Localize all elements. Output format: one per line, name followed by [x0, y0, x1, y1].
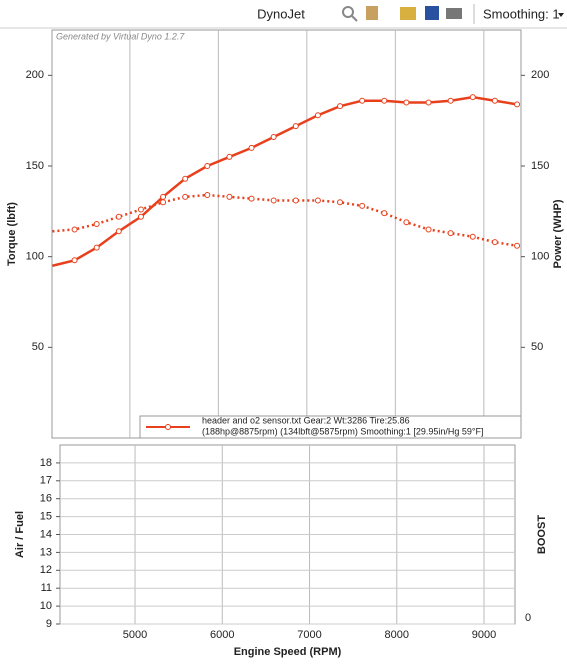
y-tick-label: 11	[41, 582, 52, 594]
data-point	[160, 199, 167, 206]
data-point	[314, 197, 321, 204]
y2-tick-label: 150	[531, 160, 549, 172]
y-tick-label: 150	[26, 160, 44, 172]
y-tick-label: 9	[46, 618, 52, 630]
dropdown-arrow[interactable]	[558, 13, 564, 17]
series-line	[52, 95, 518, 267]
legend-label: header and o2 sensor.txt Gear:2 Wt:3286 …	[202, 415, 410, 425]
y-axis-label: Torque (lbft)	[6, 202, 18, 266]
y2-tick-label: 0	[525, 612, 531, 624]
data-point	[514, 242, 521, 249]
data-point	[447, 230, 454, 237]
data-point	[337, 103, 344, 110]
y-tick-label: 200	[26, 69, 44, 81]
data-point	[93, 221, 100, 228]
data-point	[270, 133, 277, 140]
smoothing-dropdown[interactable]: Smoothing: 1	[483, 6, 560, 21]
y2-axis-label: BOOST	[536, 515, 548, 554]
data-point	[226, 193, 233, 200]
data-point	[491, 239, 498, 246]
x-axis-label: Engine Speed (RPM)	[234, 646, 342, 658]
y2-axis-label: Power (WHP)	[552, 199, 564, 268]
toolbar	[0, 0, 567, 28]
data-point	[248, 144, 255, 151]
x-tick-label: 9000	[472, 629, 496, 641]
data-point	[292, 123, 299, 130]
data-point	[204, 163, 211, 169]
y-axis-label: Air / Fuel	[14, 511, 26, 558]
y-tick-label: 18	[40, 457, 52, 469]
y-tick-label: 14	[40, 528, 52, 540]
data-point	[447, 97, 454, 104]
y-tick-label: 50	[32, 341, 44, 353]
data-point	[425, 226, 432, 233]
x-tick-label: 8000	[385, 629, 409, 641]
series-line	[52, 193, 518, 248]
data-point	[182, 193, 189, 200]
y-tick-label: 12	[40, 564, 52, 576]
data-point	[491, 97, 498, 104]
data-point	[425, 99, 432, 106]
data-point	[469, 233, 476, 240]
y2-tick-label: 50	[531, 341, 543, 353]
legend-marker	[165, 424, 171, 430]
data-point	[359, 97, 366, 104]
y-tick-label: 100	[26, 251, 44, 263]
data-point	[182, 175, 189, 182]
data-point	[137, 206, 144, 213]
data-point	[359, 202, 366, 209]
y2-tick-label: 200	[531, 69, 549, 81]
data-point	[71, 226, 78, 233]
annotation: Generated by Virtual Dyno 1.2.7	[56, 31, 185, 41]
data-point	[337, 199, 344, 206]
data-point	[137, 213, 144, 220]
data-point	[226, 153, 233, 160]
data-point	[270, 197, 277, 204]
data-point	[403, 99, 410, 106]
legend-box	[139, 415, 522, 439]
y2-tick-label: 100	[531, 251, 549, 263]
x-tick-label: 6000	[210, 629, 234, 641]
data-point	[381, 97, 388, 104]
data-point	[93, 244, 100, 251]
data-point	[514, 101, 521, 108]
x-tick-label: 5000	[123, 629, 147, 641]
data-point	[115, 228, 122, 235]
data-point	[248, 195, 255, 202]
data-point	[71, 257, 78, 264]
y-tick-label: 17	[40, 475, 52, 487]
y-tick-label: 15	[40, 511, 52, 523]
data-point	[204, 192, 211, 199]
window-title: DynoJet	[257, 6, 305, 21]
data-point	[160, 193, 167, 200]
y-tick-label: 10	[40, 600, 52, 612]
y-tick-label: 16	[40, 493, 52, 505]
data-point	[292, 197, 299, 204]
toolbar-icons[interactable]	[342, 4, 475, 24]
x-tick-label: 7000	[297, 629, 321, 641]
legend-details: (188hp@8875rpm) (134lbft@5875rpm) Smooth…	[202, 426, 484, 436]
data-point	[314, 112, 321, 119]
data-point	[403, 219, 410, 226]
data-point	[469, 94, 476, 101]
data-point	[381, 210, 388, 217]
data-point	[115, 213, 122, 220]
y-tick-label: 13	[40, 546, 52, 558]
